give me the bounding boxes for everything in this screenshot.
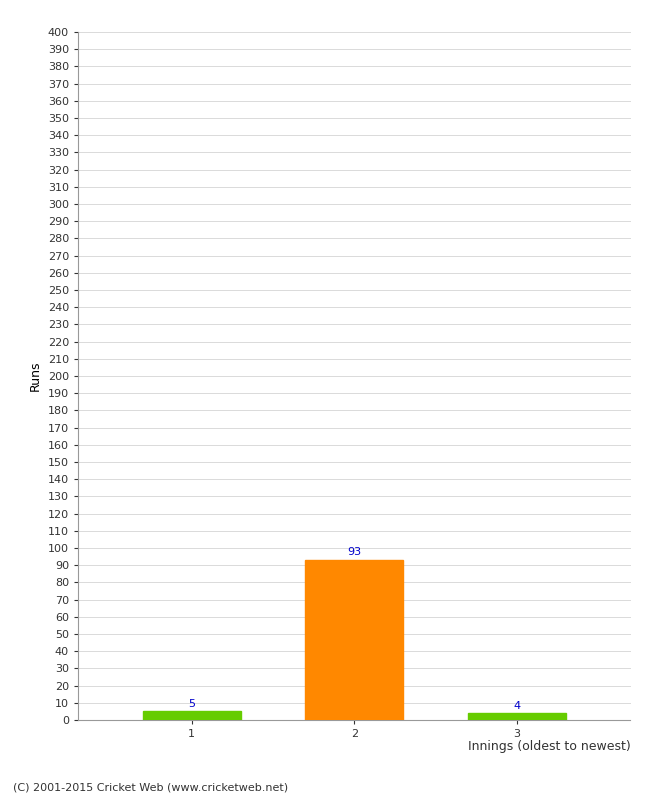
Text: 93: 93 — [347, 547, 361, 558]
Text: 5: 5 — [188, 699, 195, 709]
Text: (C) 2001-2015 Cricket Web (www.cricketweb.net): (C) 2001-2015 Cricket Web (www.cricketwe… — [13, 782, 288, 792]
Text: 4: 4 — [514, 701, 520, 710]
Bar — [306, 560, 403, 720]
Bar — [143, 711, 240, 720]
Bar — [468, 713, 566, 720]
Y-axis label: Runs: Runs — [29, 361, 42, 391]
Text: Innings (oldest to newest): Innings (oldest to newest) — [468, 740, 630, 753]
